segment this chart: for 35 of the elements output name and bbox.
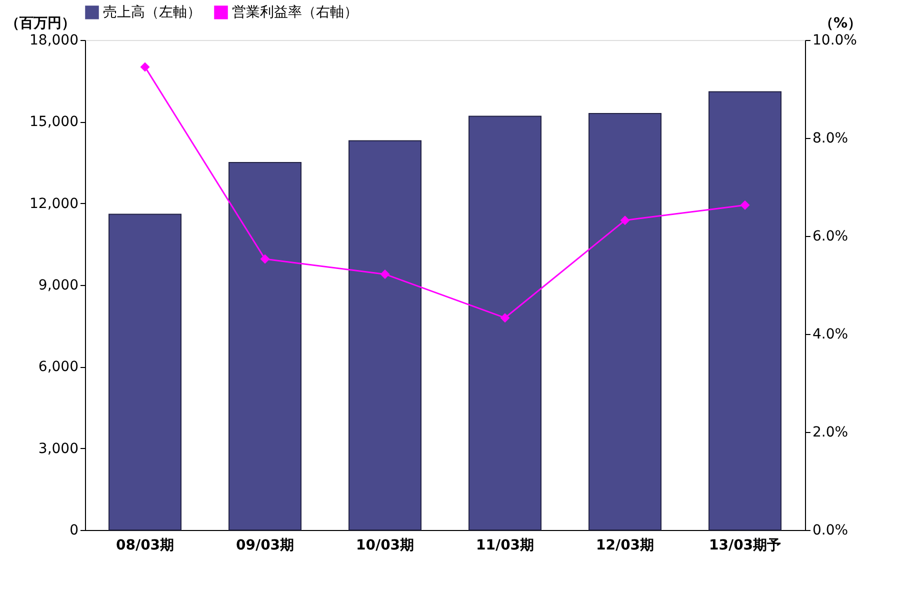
y-tick-label: 9,000 bbox=[38, 278, 78, 294]
point bbox=[140, 62, 150, 72]
x-tick-label: 13/03期予 bbox=[708, 538, 782, 554]
legend-label: 売上高（左軸） bbox=[103, 4, 201, 20]
y-tick-label: 12,000 bbox=[30, 196, 78, 212]
x-tick-label: 10/03期 bbox=[356, 538, 414, 554]
y2-tick-label: 10.0% bbox=[812, 32, 857, 48]
x-tick-label: 09/03期 bbox=[236, 538, 294, 554]
point bbox=[740, 200, 750, 210]
x-tick-label: 12/03期 bbox=[596, 538, 654, 554]
y-tick-label: 18,000 bbox=[30, 32, 78, 48]
x-tick-label: 08/03期 bbox=[116, 538, 174, 554]
y2-axis-title: （%） bbox=[819, 16, 862, 32]
point bbox=[620, 216, 630, 226]
bar bbox=[588, 113, 662, 530]
bar bbox=[348, 140, 422, 530]
y2-tick-label: 8.0% bbox=[812, 130, 848, 146]
point bbox=[380, 269, 390, 279]
y-tick-label: 3,000 bbox=[38, 440, 78, 457]
bar bbox=[228, 162, 302, 530]
y2-tick-label: 4.0% bbox=[812, 326, 848, 342]
x-tick-label: 11/03期 bbox=[476, 538, 534, 554]
y2-tick-label: 0.0% bbox=[812, 522, 848, 538]
y-tick-label: 6,000 bbox=[38, 359, 78, 376]
point bbox=[260, 254, 270, 264]
y2-tick-label: 2.0% bbox=[812, 424, 848, 440]
bar bbox=[108, 214, 182, 530]
y-tick-label: 15,000 bbox=[30, 114, 78, 130]
legend-label: 営業利益率（右軸） bbox=[232, 4, 358, 20]
y2-tick-label: 6.0% bbox=[812, 228, 848, 244]
point bbox=[500, 313, 510, 323]
bar bbox=[708, 91, 782, 530]
bar bbox=[468, 116, 542, 530]
y-axis-title: （百万円） bbox=[6, 16, 76, 32]
y-tick-label: 0 bbox=[70, 522, 78, 538]
